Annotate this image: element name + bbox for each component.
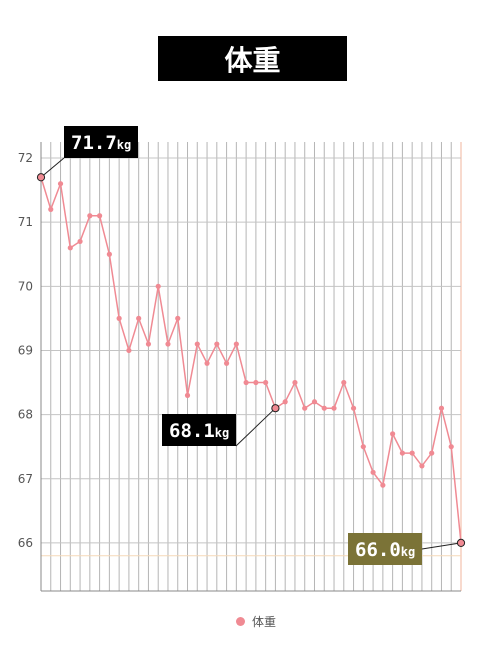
data-point — [409, 450, 415, 456]
data-point — [175, 315, 181, 321]
grid-lines — [40, 142, 462, 591]
data-point — [155, 283, 161, 289]
callout-point — [271, 404, 280, 413]
data-point — [399, 450, 405, 456]
data-point — [292, 379, 298, 386]
data-point — [97, 213, 103, 219]
y-tick-label: 66 — [18, 536, 33, 550]
callout-unit: kg — [215, 426, 229, 440]
callout-point — [456, 538, 466, 547]
callout-label: 68.1kg — [169, 420, 229, 442]
data-point — [184, 392, 191, 398]
data-point — [302, 405, 308, 411]
data-point — [116, 315, 122, 321]
data-point — [263, 379, 269, 386]
data-point — [448, 444, 454, 450]
callout: 71.7kg — [36, 126, 138, 182]
data-point — [57, 181, 64, 187]
data-point — [331, 405, 337, 411]
data-point — [77, 238, 83, 245]
callout-label: 66.0kg — [355, 539, 415, 561]
data-point — [282, 399, 288, 405]
legend-marker — [236, 617, 245, 626]
data-point — [145, 341, 152, 347]
callout-leader — [40, 157, 65, 178]
callout-point — [36, 173, 46, 182]
chart-title: 体重 — [158, 36, 347, 81]
weight-series — [38, 174, 464, 546]
data-point — [370, 469, 376, 475]
y-tick-label: 69 — [18, 343, 33, 357]
data-point — [106, 251, 112, 257]
data-point — [253, 379, 259, 386]
callout-box — [64, 126, 138, 158]
y-tick-label: 67 — [18, 472, 33, 486]
y-tick-label: 71 — [18, 215, 33, 229]
callout-label: 71.7kg — [71, 132, 131, 154]
data-point — [419, 463, 425, 469]
callout: 66.0kg — [348, 533, 466, 565]
callout-leader — [235, 407, 276, 447]
data-point — [438, 405, 445, 411]
data-point — [321, 405, 327, 411]
data-point — [165, 341, 171, 347]
weight-line — [40, 177, 462, 543]
data-point — [223, 360, 230, 366]
data-point — [214, 341, 220, 347]
data-point — [380, 482, 386, 488]
data-point — [48, 206, 54, 212]
callout-unit: kg — [401, 545, 415, 559]
data-point — [350, 405, 357, 411]
y-tick-label: 72 — [18, 151, 33, 165]
y-tick-label: 68 — [18, 408, 33, 422]
data-point — [341, 379, 347, 386]
data-point — [390, 431, 396, 437]
data-point — [243, 379, 249, 386]
data-point — [87, 213, 93, 219]
callout-box — [162, 414, 236, 446]
callout: 68.1kg — [162, 404, 280, 447]
y-axis: 66 67 68 69 70 71 72 — [18, 142, 461, 592]
data-point — [136, 315, 142, 321]
data-point — [126, 347, 132, 354]
callout-value: 71.7 — [71, 132, 117, 154]
y-tick-label: 70 — [18, 279, 33, 293]
data-point — [194, 341, 200, 347]
data-point — [429, 450, 435, 456]
legend-label: 体重 — [252, 615, 277, 629]
data-point — [233, 341, 239, 347]
callout-unit: kg — [117, 138, 131, 152]
data-point — [67, 245, 73, 251]
callout-value: 68.1 — [169, 420, 215, 442]
data-point — [360, 444, 366, 450]
data-point — [204, 360, 210, 366]
callout-value: 66.0 — [355, 539, 401, 561]
data-point — [311, 399, 318, 405]
callout-leader — [421, 542, 462, 550]
legend: 体重 — [236, 613, 276, 630]
callout-box — [348, 533, 422, 565]
